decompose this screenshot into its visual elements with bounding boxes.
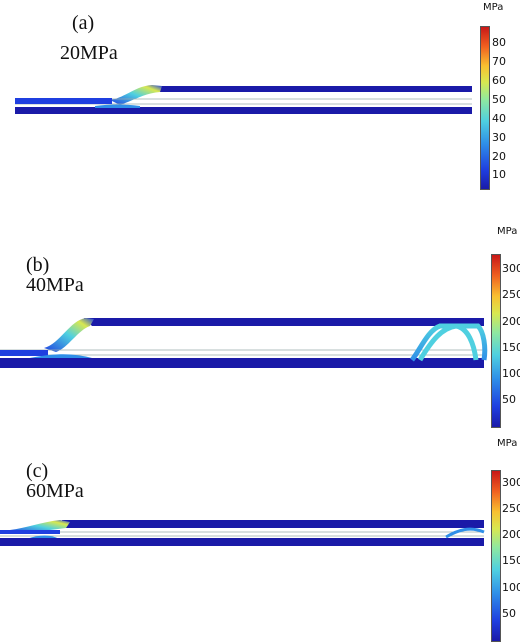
stress-field-c	[0, 520, 485, 546]
colorbar-tick: 250	[502, 288, 520, 301]
colorbar-tick: 300	[502, 476, 520, 489]
colorbar-tick: 300	[502, 262, 520, 275]
upper-layer	[84, 318, 484, 326]
panel-label: (c)	[26, 460, 49, 482]
colorbar-tick: 50	[502, 393, 516, 406]
colorbar-tick: 50	[502, 607, 516, 620]
pressure-label: 40MPa	[26, 274, 84, 296]
panel-a: (a) 20MPa MPa 80 70 60 50 40 30 20 10	[0, 0, 520, 200]
transition-ramp	[10, 520, 70, 533]
stress-field-b	[0, 318, 488, 368]
pressure-label: 60MPa	[26, 480, 84, 502]
colorbar-tick: 250	[502, 502, 520, 515]
pressure-label: 20MPa	[60, 42, 118, 64]
base-layer	[15, 107, 472, 114]
buckle-arch	[445, 527, 485, 539]
colorbar-tick: 30	[492, 131, 506, 144]
panel-label: (a)	[72, 12, 95, 34]
colorbar-tick: 200	[502, 315, 520, 328]
panel-label: (b)	[26, 254, 50, 276]
colorbar-tick: 70	[492, 55, 506, 68]
transition-ramp	[44, 318, 94, 352]
colorbar-tick: 80	[492, 36, 506, 49]
colorbar-tick: 150	[502, 341, 520, 354]
colorbar	[491, 254, 501, 428]
colorbar-tick: 10	[492, 168, 506, 181]
colorbar	[491, 470, 501, 642]
colorbar-tick: 150	[502, 554, 520, 567]
base-glow	[95, 104, 140, 108]
upper-layer	[62, 520, 484, 528]
stress-field-a	[15, 85, 472, 114]
panel-c: (c) 60MPa MPa 300 250 200 150 100 50	[0, 436, 520, 644]
colorbar-tick: 20	[492, 150, 506, 163]
transition-ramp	[110, 85, 162, 105]
lower-layer	[0, 530, 60, 534]
lower-layer	[0, 350, 48, 356]
upper-layer	[150, 86, 472, 92]
unit-label: MPa	[483, 2, 504, 13]
unit-label: MPa	[497, 226, 518, 237]
colorbar-tick: 40	[492, 112, 506, 125]
colorbar-tick: 60	[492, 74, 506, 87]
lower-layer	[15, 98, 112, 104]
buckle-arch-inner	[417, 323, 479, 362]
colorbar	[480, 26, 490, 190]
colorbar-tick: 200	[502, 528, 520, 541]
base-layer	[0, 358, 484, 368]
base-layer	[0, 538, 484, 546]
interface-lines	[0, 349, 484, 356]
colorbar-tick: 50	[492, 93, 506, 106]
colorbar-tick: 100	[502, 581, 520, 594]
colorbar-tick: 100	[502, 367, 520, 380]
interface-lines	[0, 531, 484, 537]
unit-label: MPa	[497, 438, 518, 449]
panel-b: (b) 40MPa MPa 300 250 200 150 100 50	[0, 220, 520, 430]
